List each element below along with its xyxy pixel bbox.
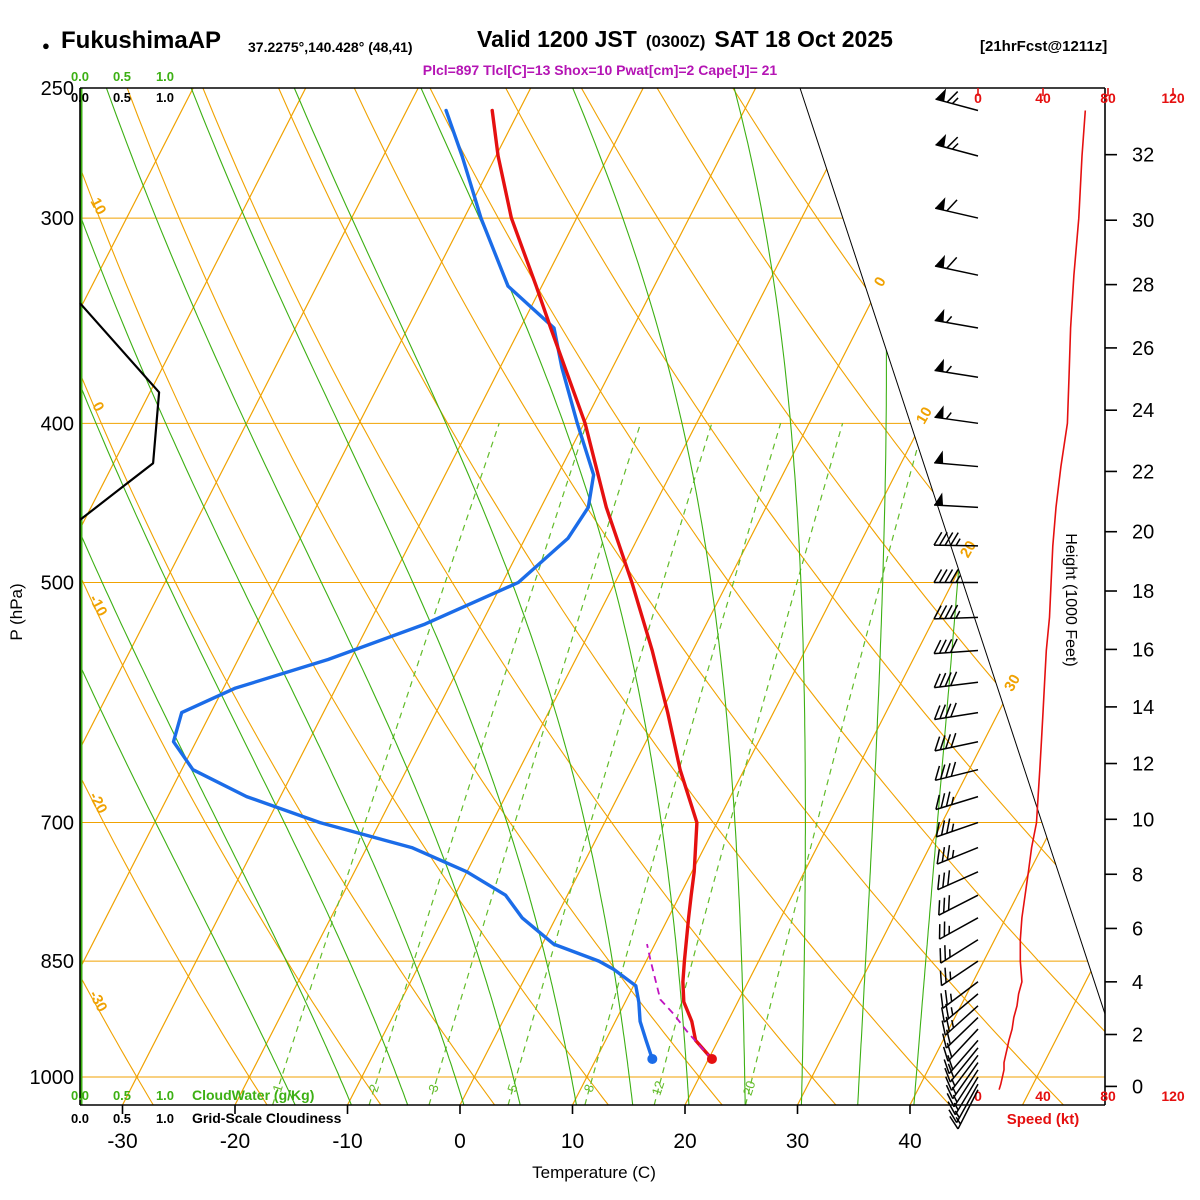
forecast-tag: [21hrFcst@1211z] — [980, 38, 1108, 55]
height-tick-label: 30 — [1132, 210, 1154, 232]
cloudwater-scale-top: 0.5 — [113, 69, 131, 84]
temperature-axis-title: Temperature (C) — [532, 1163, 656, 1182]
station-coords: 37.2275°,140.428° (48,41) — [248, 39, 413, 55]
cloudiness-scale-bottom: 0.5 — [113, 1111, 131, 1126]
cloudiness-scale-top: 0.0 — [71, 90, 89, 105]
parcel-curve — [646, 943, 713, 1060]
speed-tick-label-top: 0 — [974, 90, 982, 106]
speed-tick-label-top: 40 — [1035, 90, 1051, 106]
cloud-scales: 0.0 0.0 0.5 0.5 1.0 1.0 0.0 0.0 0.5 0.5 1.0 1.0 Clou… — [71, 69, 342, 1126]
height-tick-label: 14 — [1132, 697, 1154, 719]
temperature-tick-label: -30 — [107, 1130, 137, 1153]
dry-adiabat-labels: 100-10-20-30 — [85, 195, 110, 1015]
dry-adiabat-label: 10 — [87, 195, 110, 218]
height-tick-label: 20 — [1132, 522, 1154, 544]
height-tick-label: 28 — [1132, 275, 1154, 297]
pressure-tick-label: 1000 — [30, 1067, 75, 1089]
isotherm-label: 10 — [913, 404, 936, 427]
cloudiness-curve — [79, 302, 161, 521]
pressure-tick-label: 300 — [41, 208, 74, 230]
isotherm-label: 0 — [871, 274, 890, 290]
valid-time: Valid 1200 JST (0300Z) SAT 18 Oct 2025 — [477, 26, 893, 53]
cloudwater-scale-bottom: 0.5 — [113, 1088, 131, 1103]
height-tick-label: 10 — [1132, 809, 1154, 831]
speed-tick-label-top: 120 — [1161, 90, 1185, 106]
temperature-tick-label: 40 — [898, 1130, 921, 1153]
height-tick-label: 8 — [1132, 864, 1143, 886]
cloudwater-scale-bottom: 1.0 — [156, 1088, 174, 1103]
valid-time-utc: (0300Z) — [645, 32, 706, 51]
mixing-ratio-label: 2 — [366, 1082, 383, 1094]
temperature-tick-label: -10 — [332, 1130, 362, 1153]
plot-frame — [79, 87, 1106, 1106]
isotherm-label: 30 — [1001, 672, 1024, 695]
pressure-tick-label: 500 — [41, 573, 74, 595]
temperature-tick-label: 30 — [786, 1130, 809, 1153]
temperature-tick-label: 10 — [561, 1130, 584, 1153]
pressure-tick-label: 700 — [41, 813, 74, 835]
speed-axis-title: Speed (kt) — [1007, 1111, 1080, 1128]
cloudiness-scale-bottom: 1.0 — [156, 1111, 174, 1126]
cloudiness-label: Grid-Scale Cloudiness — [192, 1110, 342, 1126]
height-tick-label: 2 — [1132, 1024, 1143, 1046]
height-tick-label: 22 — [1132, 461, 1154, 483]
mixing-ratio-label: 8 — [581, 1082, 598, 1094]
mixing-ratio-labels: 1 2 3 5 8 12 20 — [269, 1079, 758, 1097]
height-tick-label: 4 — [1132, 972, 1143, 994]
pressure-tick-label: 250 — [41, 78, 74, 100]
surface-temperature-dot — [706, 1053, 717, 1064]
profiles — [79, 88, 717, 1105]
mixing-ratio-label: 20 — [740, 1079, 759, 1097]
speed-tick-label-bottom: 0 — [974, 1088, 982, 1104]
temperature-tick-label: -20 — [220, 1130, 250, 1153]
dewpoint-curve — [171, 108, 654, 1061]
pressure-tick-label: 850 — [41, 951, 74, 973]
cloudiness-scale-top: 1.0 — [156, 90, 174, 105]
mixing-ratio-label: 5 — [504, 1082, 521, 1094]
mixing-ratio-label: 1 — [269, 1082, 286, 1094]
speed-tick-label-bottom: 120 — [1161, 1088, 1185, 1104]
cloudwater-label: CloudWater (g/Kg) — [192, 1087, 314, 1103]
valid-time-date: SAT 18 Oct 2025 — [714, 26, 893, 52]
mixing-ratio-gridlines — [272, 423, 925, 1105]
speed-curve — [998, 110, 1087, 1090]
pressure-tick-label: 400 — [41, 413, 74, 435]
temperature-curve — [490, 108, 714, 1061]
height-tick-label: 26 — [1132, 338, 1154, 360]
cloudwater-scale-top: 0.0 — [71, 69, 89, 84]
speed-tick-label-top: 80 — [1100, 90, 1116, 106]
cloudwater-scale-top: 1.0 — [156, 69, 174, 84]
isotherm-labels: 0 10 20 30 — [871, 274, 1024, 694]
height-tick-label: 16 — [1132, 639, 1154, 661]
temperature-tick-label: 20 — [673, 1130, 696, 1153]
pressure-axis-title: P (hPa) — [7, 583, 26, 640]
pressure-gridlines — [80, 217, 1105, 1078]
height-tick-label: 0 — [1132, 1076, 1143, 1098]
station-bullet-icon: ● — [42, 38, 50, 53]
height-tick-label: 6 — [1132, 918, 1143, 940]
temperature-tick-label: 0 — [454, 1130, 466, 1153]
height-tick-label: 32 — [1132, 145, 1154, 167]
valid-time-label: Valid 1200 JST — [477, 26, 637, 52]
height-axis-title: Height (1000 Feet) — [1062, 533, 1079, 666]
cloudiness-scale-bottom: 0.0 — [71, 1111, 89, 1126]
cloudwater-scale-bottom: 0.0 — [71, 1088, 89, 1103]
wind-barbs — [933, 88, 979, 1130]
height-tick-label: 18 — [1132, 581, 1154, 603]
height-tick-label: 12 — [1132, 754, 1154, 776]
surface-dewpoint-dot — [647, 1053, 658, 1064]
cloudiness-scale-top: 0.5 — [113, 90, 131, 105]
speed-tick-label-bottom: 80 — [1100, 1088, 1116, 1104]
mixing-ratio-label: 3 — [425, 1082, 442, 1094]
mixing-ratio-label: 12 — [649, 1079, 668, 1097]
speed-tick-label-bottom: 40 — [1035, 1088, 1051, 1104]
station-name: FukushimaAP — [61, 27, 222, 54]
stability-indices: Plcl=897 Tlcl[C]=13 Shox=10 Pwat[cm]=2 C… — [422, 62, 778, 78]
isotherm-label: 20 — [957, 538, 980, 561]
height-tick-label: 24 — [1132, 400, 1154, 422]
